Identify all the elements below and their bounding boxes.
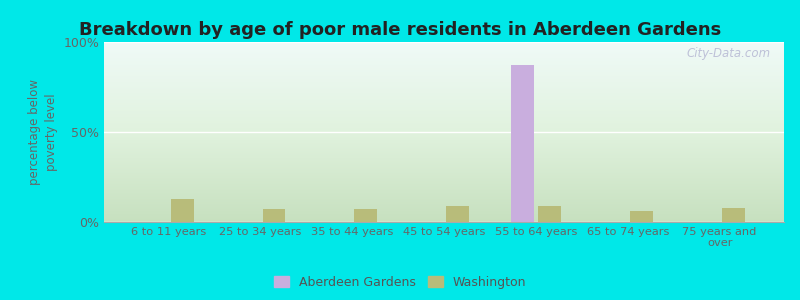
Text: City-Data.com: City-Data.com <box>686 47 770 60</box>
Bar <box>510 65 534 222</box>
Bar <box>170 199 194 222</box>
Bar <box>354 209 378 222</box>
Y-axis label: percentage below
poverty level: percentage below poverty level <box>28 79 58 185</box>
Bar <box>262 209 286 222</box>
Bar <box>722 208 745 222</box>
Text: Breakdown by age of poor male residents in Aberdeen Gardens: Breakdown by age of poor male residents … <box>79 21 721 39</box>
Bar <box>630 211 653 222</box>
Bar <box>538 206 561 222</box>
Bar <box>446 206 470 222</box>
Legend: Aberdeen Gardens, Washington: Aberdeen Gardens, Washington <box>269 271 531 294</box>
